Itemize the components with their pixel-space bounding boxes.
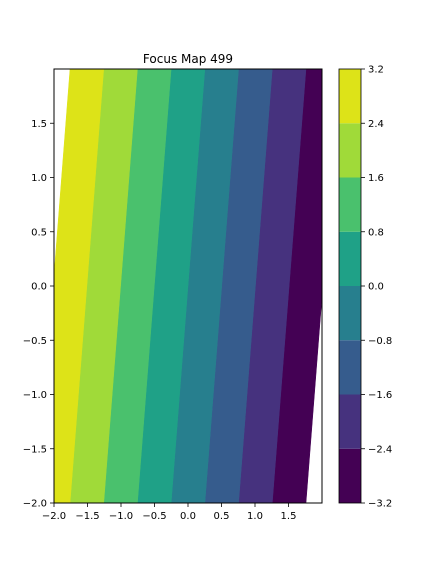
plot-area bbox=[53, 68, 323, 504]
x-axis: −2.0 −1.5 −1.0 −0.5 0.0 0.5 1.0 1.5 bbox=[42, 503, 297, 522]
chart-title: Focus Map 499 bbox=[143, 52, 233, 66]
x-tick-label: 1.5 bbox=[281, 511, 297, 522]
y-tick-label: −2.0 bbox=[23, 499, 47, 510]
colorbar-segment bbox=[339, 394, 361, 449]
contour-band bbox=[54, 69, 104, 503]
colorbar-segment bbox=[339, 448, 361, 503]
colorbar-tick-label: 0.0 bbox=[368, 282, 384, 293]
colorbar-tick-label: 2.4 bbox=[368, 119, 384, 130]
colorbar-segment bbox=[339, 123, 361, 178]
colorbar-segment bbox=[339, 177, 361, 232]
colorbar-tick-label: −2.4 bbox=[368, 444, 392, 455]
y-tick-label: 1.0 bbox=[31, 173, 47, 184]
y-tick-label: −1.0 bbox=[23, 390, 47, 401]
colorbar-segment bbox=[339, 69, 361, 124]
colorbar-tick-label: 3.2 bbox=[368, 65, 384, 76]
colorbar-tick-label: −0.8 bbox=[368, 336, 392, 347]
y-tick-label: 1.5 bbox=[31, 119, 47, 130]
x-tick-label: −1.5 bbox=[75, 511, 99, 522]
y-tick-label: −1.5 bbox=[23, 444, 47, 455]
x-tick-label: −2.0 bbox=[42, 511, 66, 522]
x-tick-label: −1.0 bbox=[109, 511, 133, 522]
y-tick-label: 0.0 bbox=[31, 282, 47, 293]
colorbar-tick-label: 0.8 bbox=[368, 227, 384, 238]
colorbar-tick-label: −1.6 bbox=[368, 390, 392, 401]
y-tick-label: −0.5 bbox=[23, 336, 47, 347]
x-tick-label: −0.5 bbox=[142, 511, 166, 522]
colorbar-tick-label: 1.6 bbox=[368, 173, 384, 184]
colorbar-segment bbox=[339, 231, 361, 286]
contour-bands bbox=[54, 69, 322, 503]
colorbar: −3.2 −2.4 −1.6 −0.8 0.0 0.8 1.6 2.4 3.2 bbox=[338, 65, 392, 510]
colorbar-segment bbox=[339, 340, 361, 395]
x-tick-label: 0.0 bbox=[180, 511, 196, 522]
y-tick-label: 0.5 bbox=[31, 227, 47, 238]
y-axis: −2.0 −1.5 −1.0 −0.5 0.0 0.5 1.0 1.5 bbox=[23, 119, 54, 510]
colorbar-tick-label: −3.2 bbox=[368, 499, 392, 510]
colorbar-segment bbox=[339, 286, 361, 341]
x-tick-label: 0.5 bbox=[214, 511, 230, 522]
x-tick-label: 1.0 bbox=[247, 511, 263, 522]
